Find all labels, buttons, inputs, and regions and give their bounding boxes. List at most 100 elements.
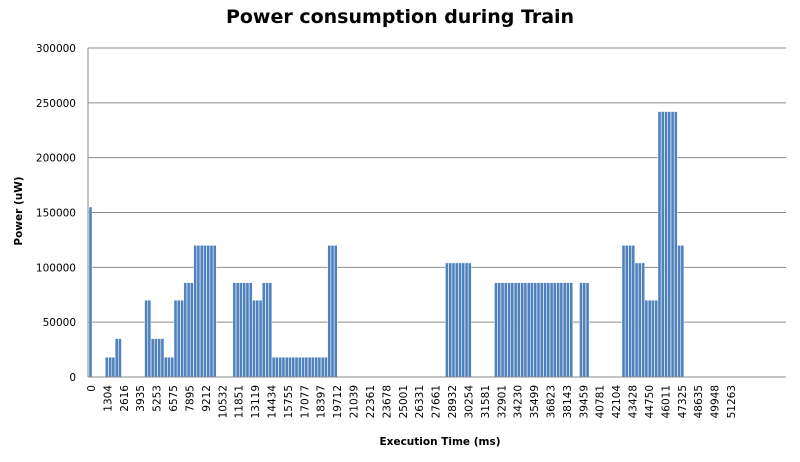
bar — [320, 357, 325, 378]
bar — [448, 262, 452, 378]
x-tick-label: 30254 — [463, 385, 475, 419]
y-tick-label: 300000 — [36, 43, 76, 55]
bar — [569, 282, 573, 378]
bar — [183, 282, 188, 378]
bar — [275, 357, 279, 378]
bar — [657, 111, 662, 378]
bar — [330, 245, 335, 378]
bar — [114, 338, 119, 378]
bar — [186, 282, 191, 378]
x-tick-label: 18397 — [316, 385, 328, 418]
x-tick-label: 3935 — [135, 385, 147, 412]
x-axis-title: Execution Time (ms) — [380, 436, 501, 448]
x-tick-label: 47325 — [677, 385, 689, 418]
bar — [311, 357, 315, 378]
bar — [513, 282, 518, 378]
bar — [173, 300, 178, 378]
bar — [543, 282, 547, 378]
bar — [294, 357, 299, 378]
bar — [154, 338, 158, 378]
bar — [164, 357, 168, 378]
bar — [281, 357, 286, 378]
x-tick-label: 19712 — [332, 385, 344, 418]
bars — [88, 111, 685, 378]
axes — [87, 48, 786, 378]
bar — [265, 282, 269, 378]
bar — [464, 262, 469, 378]
bar — [160, 338, 165, 378]
x-tick-label: 39459 — [578, 385, 590, 418]
bar — [461, 262, 465, 378]
bar — [647, 300, 652, 378]
bar — [203, 245, 207, 378]
bar — [497, 282, 501, 378]
bar — [118, 338, 122, 378]
bar — [288, 357, 292, 378]
bar — [582, 282, 586, 378]
y-axis-title: Power (uW) — [13, 176, 25, 245]
bar — [327, 245, 331, 378]
bar — [670, 111, 675, 378]
x-tick-label: 13119 — [250, 385, 262, 418]
x-tick-label: 28932 — [447, 385, 459, 418]
bar — [307, 357, 312, 378]
bar — [445, 262, 449, 378]
bar — [455, 262, 459, 378]
bar — [255, 300, 259, 378]
x-tick-label: 27661 — [431, 385, 443, 418]
bar — [621, 245, 626, 378]
bar — [301, 357, 305, 378]
bar — [628, 245, 632, 378]
bar — [556, 282, 560, 378]
bar — [249, 282, 253, 378]
x-tick-label: 43428 — [628, 385, 640, 418]
bar — [559, 282, 564, 378]
bar — [199, 245, 204, 378]
bar — [232, 282, 237, 378]
bar — [105, 357, 109, 378]
bar — [540, 282, 544, 378]
bar — [278, 357, 282, 378]
x-tick-label: 48635 — [693, 385, 705, 418]
bar — [324, 357, 328, 378]
bar — [664, 111, 668, 378]
bar — [304, 357, 309, 378]
bar — [553, 282, 557, 378]
x-tick-label: 32901 — [496, 385, 508, 418]
bar — [167, 357, 171, 378]
bar — [150, 338, 155, 378]
bar — [530, 282, 534, 378]
y-tick-label: 100000 — [36, 262, 76, 274]
bar — [517, 282, 521, 378]
bar — [526, 282, 531, 378]
bar — [549, 282, 554, 378]
bar — [546, 282, 551, 378]
bar — [500, 282, 505, 378]
bar — [170, 357, 174, 378]
bar — [180, 300, 184, 378]
bar — [239, 282, 243, 378]
bar — [510, 282, 515, 378]
x-tick-label: 51263 — [726, 385, 738, 418]
bar — [667, 111, 671, 378]
bar — [507, 282, 511, 378]
bar — [566, 282, 570, 378]
bar — [285, 357, 289, 378]
bar — [523, 282, 528, 378]
bar — [677, 245, 681, 378]
y-tick-label: 200000 — [36, 153, 76, 165]
bar — [536, 282, 541, 378]
x-tick-label: 34230 — [513, 385, 525, 418]
bar — [451, 262, 456, 378]
bar — [147, 300, 152, 378]
bar — [242, 282, 246, 378]
x-tick-label: 26331 — [414, 385, 426, 418]
x-tick-label: 44750 — [644, 385, 656, 418]
x-tick-label: 5253 — [152, 385, 164, 412]
x-tick-label: 0 — [86, 385, 98, 392]
bar — [625, 245, 629, 378]
x-tick-label: 11851 — [234, 385, 246, 418]
bar — [680, 245, 685, 378]
bar — [245, 282, 250, 378]
